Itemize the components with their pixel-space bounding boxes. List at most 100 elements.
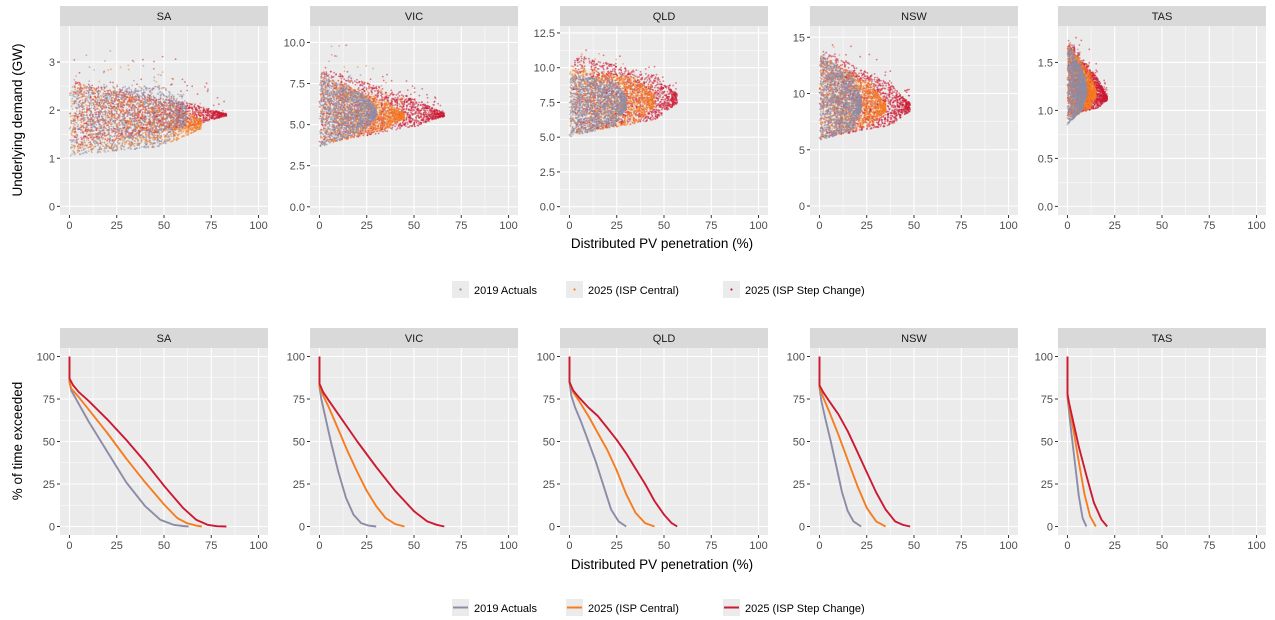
scatter-point xyxy=(73,147,76,150)
scatter-point xyxy=(190,118,193,121)
scatter-point xyxy=(77,103,80,106)
scatter-point xyxy=(165,135,168,137)
scatter-point xyxy=(77,124,80,126)
scatter-point xyxy=(117,137,120,140)
scatter-point xyxy=(87,150,90,153)
scatter-point xyxy=(162,124,165,127)
scatter-point xyxy=(93,109,96,112)
scatter-point xyxy=(107,137,109,140)
scatter-point xyxy=(132,92,135,95)
scatter-point xyxy=(116,134,119,137)
scatter-point xyxy=(93,118,95,120)
scatter-point xyxy=(133,105,136,108)
scatter-point xyxy=(143,108,146,111)
scatter-point xyxy=(148,133,150,135)
scatter-point xyxy=(71,108,74,111)
scatter-point xyxy=(100,135,103,137)
scatter-point xyxy=(98,104,100,107)
scatter-point xyxy=(155,100,157,102)
scatter-point xyxy=(176,97,178,100)
scatter-point xyxy=(87,83,90,86)
scatter-point xyxy=(103,149,106,152)
scatter-point xyxy=(119,112,122,115)
scatter-point xyxy=(125,133,128,136)
scatter-point xyxy=(107,94,110,97)
scatter-point xyxy=(168,138,171,140)
scatter-point xyxy=(105,94,108,96)
scatter-point xyxy=(74,88,77,91)
scatter-point xyxy=(113,99,116,102)
scatter-point xyxy=(203,121,206,123)
scatter-point xyxy=(91,126,94,128)
scatter-point xyxy=(78,87,81,89)
scatter-point xyxy=(126,126,128,129)
scatter-point xyxy=(122,99,124,102)
scatter-point xyxy=(197,128,200,131)
scatter-point xyxy=(139,130,142,133)
scatter-point xyxy=(92,113,94,116)
scatter-point xyxy=(118,119,121,122)
scatter-point xyxy=(142,123,145,125)
scatter-point xyxy=(99,118,101,121)
scatter-point xyxy=(117,93,120,95)
scatter-point xyxy=(159,96,162,99)
scatter-point xyxy=(106,92,109,94)
scatter-point xyxy=(138,129,141,132)
scatter-point xyxy=(81,108,84,111)
scatter-point xyxy=(345,44,348,47)
scatter-point xyxy=(131,84,134,87)
scatter-point xyxy=(89,123,92,126)
scatter-point xyxy=(163,112,166,114)
scatter-point xyxy=(72,118,75,120)
scatter-point xyxy=(93,95,95,98)
scatter-point xyxy=(124,120,126,123)
scatter-point xyxy=(75,75,77,77)
scatter-point xyxy=(142,137,145,140)
scatter-point xyxy=(183,112,186,115)
scatter-point xyxy=(160,127,163,129)
scatter-point xyxy=(160,119,162,122)
scatter-point xyxy=(353,80,356,83)
scatter-point xyxy=(135,120,138,122)
scatter-point xyxy=(167,113,170,116)
scatter-point xyxy=(87,122,89,125)
scatter-point xyxy=(422,106,424,108)
scatter-point xyxy=(95,120,98,123)
scatter-point xyxy=(88,133,90,136)
scatter-point xyxy=(381,75,384,78)
scatter-point xyxy=(191,85,194,88)
scatter-point xyxy=(116,126,119,129)
scatter-point xyxy=(99,141,102,144)
scatter-point xyxy=(395,94,398,96)
scatter-point xyxy=(149,103,152,105)
scatter-point xyxy=(187,112,190,115)
scatter-point xyxy=(127,99,130,102)
scatter-point xyxy=(152,98,154,101)
scatter-point xyxy=(108,102,111,104)
scatter-point xyxy=(92,86,94,89)
scatter-point xyxy=(123,123,125,126)
scatter-point xyxy=(219,116,221,119)
scatter-point xyxy=(103,107,106,110)
x-tick-label: 100 xyxy=(249,220,267,232)
scatter-point xyxy=(112,94,115,96)
scatter-point xyxy=(99,133,102,136)
scatter-point xyxy=(99,113,101,115)
scatter-point xyxy=(110,91,112,93)
scatter-point xyxy=(157,126,160,128)
scatter-point xyxy=(104,117,107,119)
scatter-point xyxy=(174,132,177,135)
scatter-point xyxy=(179,126,182,128)
scatter-point xyxy=(76,89,79,92)
scatter-point xyxy=(157,73,160,76)
scatter-point xyxy=(196,115,198,118)
scatter-point xyxy=(143,90,146,93)
scatter-point xyxy=(162,127,165,130)
scatter-point xyxy=(139,102,141,105)
scatter-point xyxy=(206,90,209,93)
scatter-point xyxy=(169,102,172,105)
scatter-point xyxy=(149,110,152,113)
scatter-point xyxy=(114,138,117,141)
scatter-point xyxy=(83,108,86,111)
scatter-point xyxy=(163,109,165,111)
